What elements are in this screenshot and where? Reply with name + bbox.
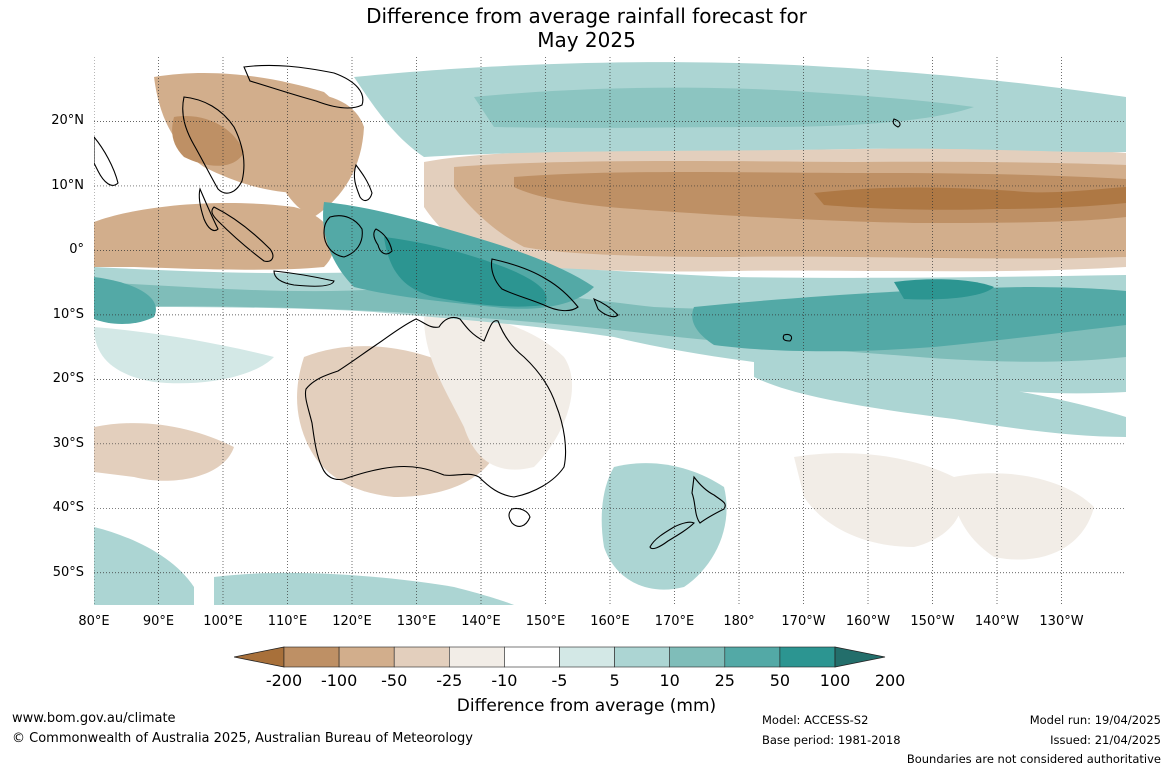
wet-core-central-pacific-deep [894,279,994,300]
malay-peninsula [198,187,219,232]
wet-area-south-pacific [754,357,1126,437]
colorbar-segment [338,646,395,668]
india-outline [94,136,119,186]
latitude-label: 30°S [52,435,84,451]
colorbar-segment [614,646,671,668]
rainfall-anomaly-map [94,57,1126,605]
coastlines [94,64,901,550]
new-zealand-north [691,475,726,524]
longitude-label: 180° [723,614,755,629]
latitude-label: 0° [69,242,84,258]
wet-area-south [214,572,514,605]
colorbar-segment [504,646,560,668]
dry-area-south-east [794,453,962,547]
dry-core-north-pacific-2 [814,187,1126,210]
colorbar [233,645,940,673]
dry-area-australia-light [424,314,573,470]
colorbar-tick-label: -10 [491,671,518,690]
boundary-disclaimer: Boundaries are not considered authoritat… [906,752,1161,766]
colorbar-segment [393,646,450,668]
latitude-label: 40°S [52,500,84,516]
longitude-label: 100°E [203,614,243,629]
issued-date: Issued: 21/04/2025 [1050,733,1161,747]
sulawesi-outline [373,228,393,255]
longitude-label: 110°E [267,614,308,629]
indochina-outline [182,96,245,194]
colorbar-tick-label: 5 [609,671,620,690]
colorbar-high-extension [834,646,886,668]
colorbar-tick-label: 100 [819,671,851,690]
longitude-label: 80°E [78,614,110,629]
colorbar-tick-label: -200 [265,671,303,690]
latitude-label: 50°S [52,564,84,580]
australia-outline [304,316,567,498]
wet-area-tasman [601,463,727,590]
longitude-label: 140°W [974,614,1020,629]
colorbar-segment [449,646,505,668]
wet-area-south-indian [94,527,194,605]
dry-area-west-indian [94,423,234,481]
longitude-label: 150°E [525,614,566,629]
wet-core-maritime-deep [384,237,547,307]
latitude-label: 20°S [52,371,84,387]
model-name: Model: ACCESS-S2 [762,713,869,727]
colorbar-tick-label: -100 [320,671,358,690]
tasmania-outline [508,507,531,527]
wet-core-central-pacific [692,287,1126,352]
longitude-label: 160°W [845,614,891,629]
colorbar-segment [724,646,781,668]
colorbar-tick-label: -50 [381,671,408,690]
copyright-text: © Commonwealth of Australia 2025, Austra… [12,731,473,746]
map-title: Difference from average rainfall forecas… [0,4,1173,52]
new-zealand-south [649,521,695,550]
fiji-outline [782,333,793,342]
china-coast [243,64,364,109]
sumatra-outline [211,206,274,262]
colorbar-tick-label: 10 [659,671,680,690]
colorbar-segment [559,646,615,668]
graticule [94,57,1126,605]
longitude-label: 150°W [910,614,955,629]
colorbar-tick-label: 200 [874,671,906,690]
latitude-label: 20°N [51,113,84,129]
colorbar-tick-label: 25 [714,671,735,690]
title-line-2: May 2025 [537,28,636,52]
wet-band-north-pacific-2 [474,87,974,128]
solomon-outline [593,298,619,318]
dry-area-indian-ocean [94,202,334,270]
longitude-label: 130°W [1039,614,1084,629]
colorbar-tick-label: 50 [769,671,791,690]
colorbar-segment [283,646,340,668]
borneo-outline [323,215,363,258]
longitude-label: 90°E [142,614,175,629]
longitude-label: 120°E [332,614,372,629]
wet-area-west-aus [94,327,274,384]
longitude-label: 130°E [396,614,437,629]
colorbar-title: Difference from average (mm) [456,696,717,716]
colorbar-tick-label: -5 [551,671,568,690]
model-run-date: Model run: 19/04/2025 [1029,713,1161,727]
java-outline [273,270,335,287]
colorbar-segment [669,646,726,668]
longitude-label: 140°E [461,614,501,629]
philippines-outline [353,163,373,202]
longitude-label: 170°W [781,614,826,629]
latitude-label: 10°N [51,177,84,193]
longitude-label: 160°E [590,614,630,629]
longitude-label: 170°E [654,614,695,629]
dry-area-south-east-2 [953,473,1094,560]
title-line-1: Difference from average rainfall forecas… [366,4,807,28]
colorbar-segment [779,646,836,668]
colorbar-tick-label: -25 [436,671,463,690]
wet-area-indian-west [94,277,156,324]
website-link[interactable]: www.bom.gov.au/climate [12,711,176,726]
dry-core-se-asia [172,116,244,166]
new-guinea-outline [490,258,579,312]
colorbar-low-extension [233,646,285,668]
latitude-label: 10°S [52,306,84,322]
base-period: Base period: 1981-2018 [762,733,901,747]
